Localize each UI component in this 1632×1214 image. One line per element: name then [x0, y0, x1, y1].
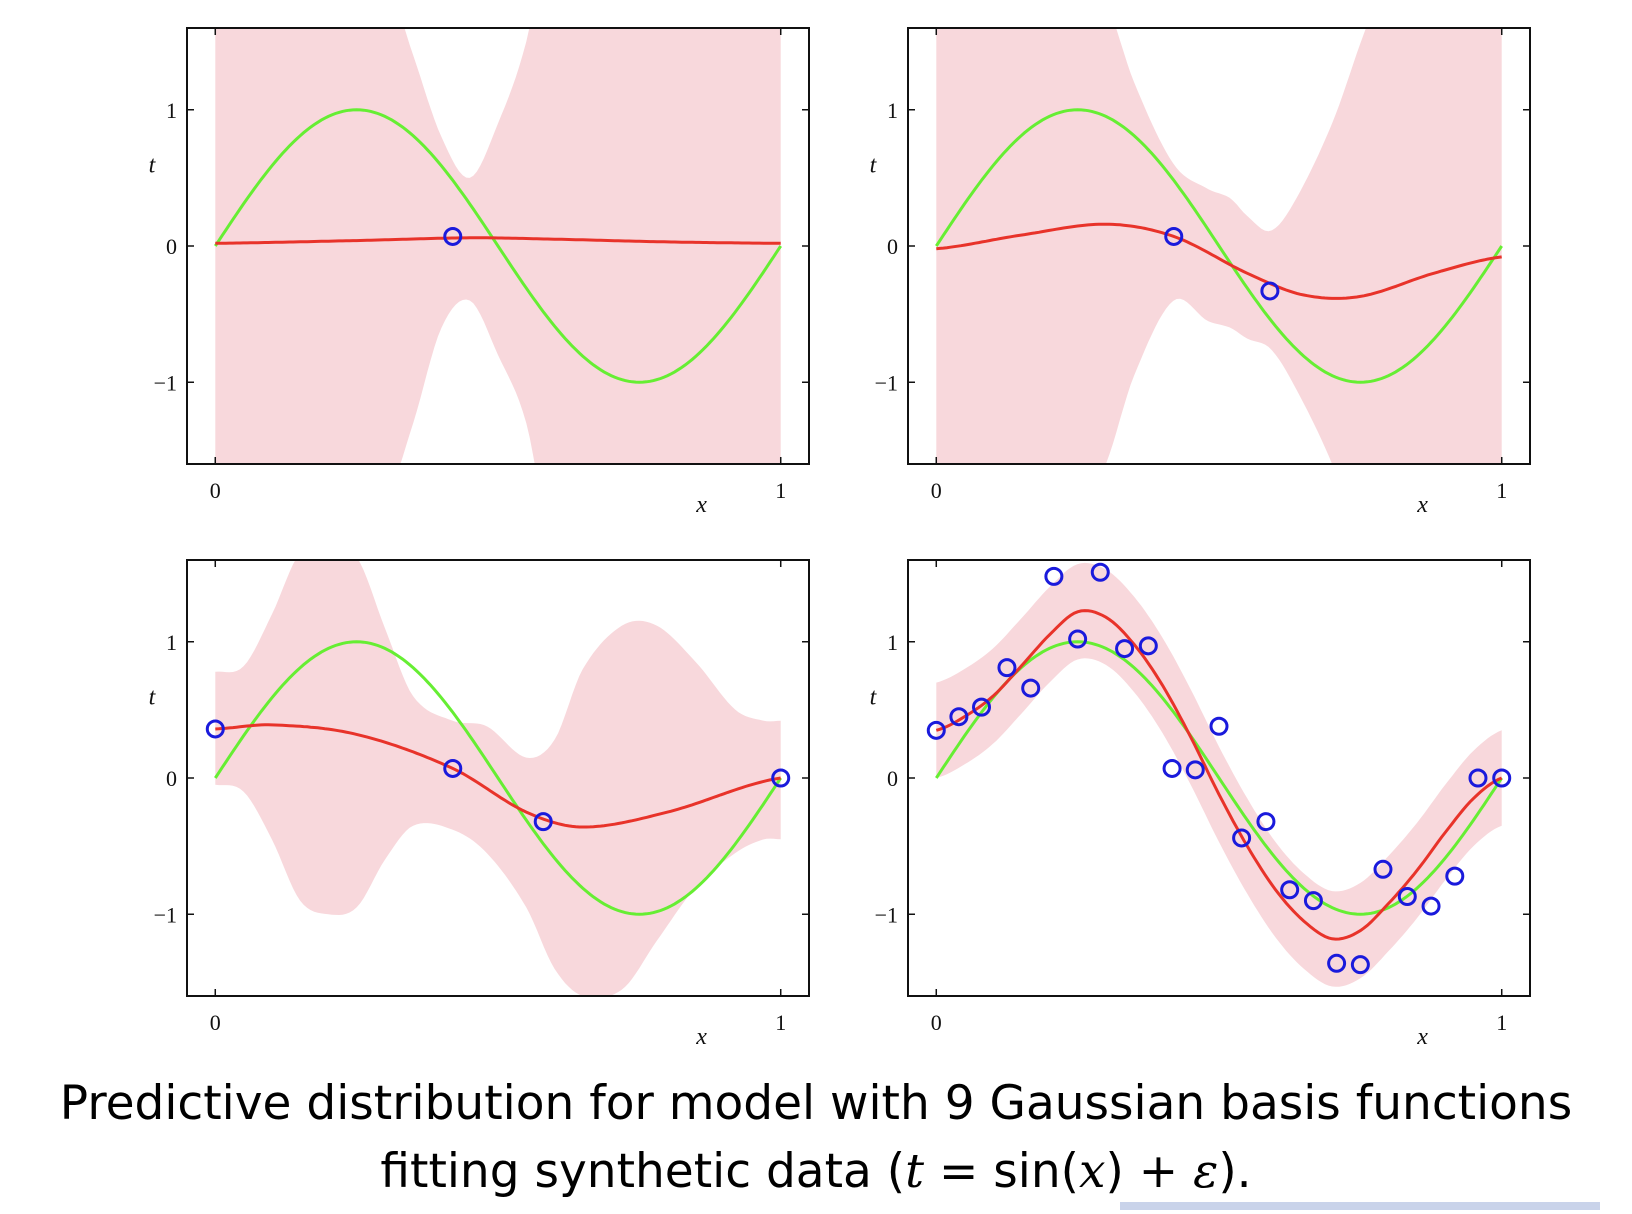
data-point [1115, 639, 1135, 659]
true-function-line [214, 108, 782, 384]
x-tick-label: 1 [775, 478, 786, 503]
predictive-band [936, 562, 1502, 987]
true-function-line [935, 640, 1503, 916]
data-point [1280, 880, 1300, 900]
data-point [1232, 828, 1252, 848]
data-point [1256, 812, 1276, 832]
x-tick-label: 0 [931, 1010, 942, 1035]
data-point [533, 812, 553, 832]
data-point [949, 707, 969, 727]
caption-line-1: Predictive distribution for model with 9… [59, 1076, 1573, 1131]
data-point [1303, 891, 1323, 911]
predictive-mean-line [215, 723, 781, 829]
y-tick-label: 1 [166, 98, 177, 123]
data-point [771, 768, 791, 788]
caption-mid2: ) + [1105, 1144, 1194, 1199]
plot-area [935, 562, 1503, 987]
predictive-mean-line [215, 236, 781, 245]
caption-epsilon: ε [1193, 1144, 1219, 1199]
caption-t: t [905, 1144, 925, 1199]
y-tick-label: 0 [166, 766, 177, 791]
data-point [1445, 866, 1465, 886]
data-point [205, 719, 225, 739]
navigation-bar-decoration [1120, 1202, 1600, 1210]
data-point [1021, 678, 1041, 698]
panel-bottom-right: −1 0 1 0 1 t x [870, 559, 1531, 1050]
data-point [443, 226, 463, 246]
data-point [1397, 887, 1417, 907]
data-point [443, 758, 463, 778]
predictive-mean-line [935, 609, 1503, 941]
figure-panels: −1 0 1 0 1 t x −1 0 1 0 1 t x −1 0 1 0 1 t x −1 0 1 0 1 t x [149, 27, 1531, 1050]
panel-top-right: −1 0 1 0 1 t x [870, 27, 1531, 518]
y-tick-label: −1 [154, 902, 177, 927]
y-axis-label: t [149, 684, 157, 710]
data-point [1327, 953, 1347, 973]
caption-mid1: = sin( [924, 1144, 1079, 1199]
caption-suffix: ). [1218, 1144, 1252, 1199]
y-tick-label: 1 [887, 630, 898, 655]
x-tick-label: 1 [775, 1010, 786, 1035]
x-tick-label: 1 [1496, 1010, 1507, 1035]
y-tick-label: 0 [887, 766, 898, 791]
data-point [1090, 562, 1110, 582]
plot-area [935, 28, 1503, 464]
y-tick-label: 1 [887, 98, 898, 123]
data-point [1350, 955, 1370, 975]
data-point [1044, 566, 1064, 586]
data-point [1068, 629, 1088, 649]
x-axis-label: x [695, 492, 707, 518]
plot-area [214, 560, 782, 996]
y-axis-label: t [870, 152, 878, 178]
data-point [1209, 716, 1229, 736]
data-point [1492, 768, 1512, 788]
y-tick-label: −1 [154, 370, 177, 395]
figure-caption: Predictive distribution for model with 9… [0, 1070, 1632, 1206]
data-point [1138, 636, 1158, 656]
panel-bottom-left: −1 0 1 0 1 t x [149, 559, 810, 1050]
caption-prefix: fitting synthetic data ( [380, 1144, 906, 1199]
data-point [997, 658, 1017, 678]
x-axis-label: x [1416, 1024, 1428, 1050]
data-point [1162, 758, 1182, 778]
x-axis-label: x [695, 1024, 707, 1050]
predictive-mean-line [936, 222, 1502, 300]
predictive-band [215, 560, 781, 996]
caption-x: x [1078, 1144, 1106, 1199]
data-point [926, 720, 946, 740]
data-point [1260, 281, 1280, 301]
y-tick-label: 0 [166, 234, 177, 259]
x-tick-label: 0 [210, 1010, 221, 1035]
true-function-line [935, 108, 1503, 384]
data-point [972, 697, 992, 717]
panel-top-left: −1 0 1 0 1 t x [149, 27, 810, 518]
y-tick-label: −1 [875, 370, 898, 395]
y-tick-label: 1 [166, 630, 177, 655]
data-point [1164, 226, 1184, 246]
x-tick-label: 1 [1496, 478, 1507, 503]
plot-area [214, 28, 782, 464]
data-point [1373, 859, 1393, 879]
data-point [1185, 760, 1205, 780]
y-axis-label: t [149, 152, 157, 178]
y-tick-label: −1 [875, 902, 898, 927]
data-point [1421, 896, 1441, 916]
true-function-line [214, 640, 782, 916]
y-tick-label: 0 [887, 234, 898, 259]
x-tick-label: 0 [210, 478, 221, 503]
x-tick-label: 0 [931, 478, 942, 503]
caption-line-2: fitting synthetic data (t = sin(x) + ε). [0, 1138, 1632, 1206]
x-axis-label: x [1416, 492, 1428, 518]
y-axis-label: t [870, 684, 878, 710]
data-point [1468, 768, 1488, 788]
